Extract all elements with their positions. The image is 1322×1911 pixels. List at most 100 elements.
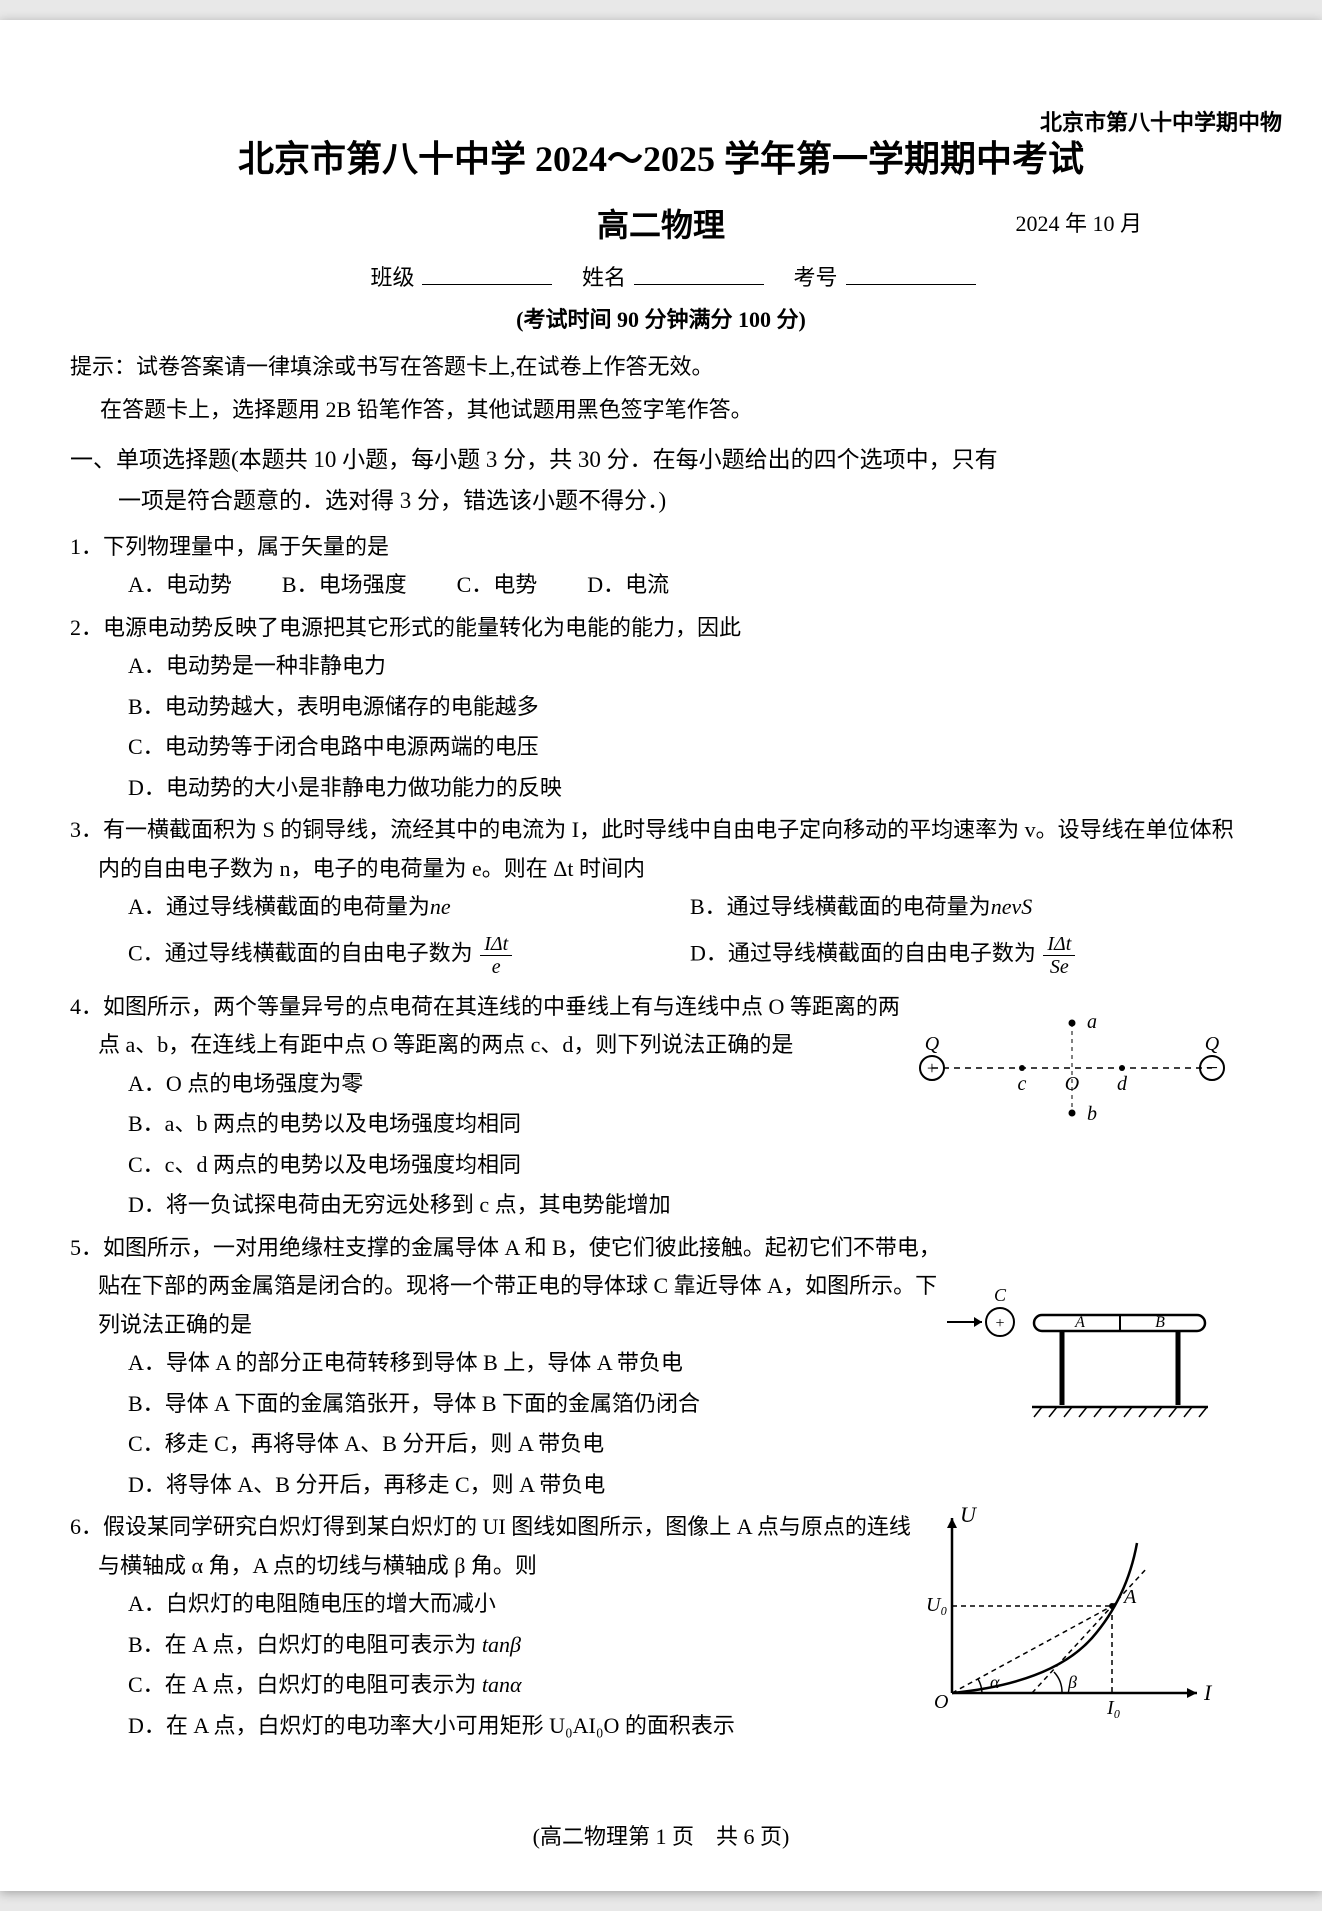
q3-b-pre: B．通过导线横截面的电荷量为	[690, 894, 991, 919]
id-label: 考号	[794, 265, 838, 290]
q6-opt-a: A．白炽灯的电阻随电压的增大而减小	[128, 1585, 932, 1624]
q6-alpha: α	[990, 1672, 1000, 1692]
q1-options: A．电动势 B．电场强度 C．电势 D．电流	[70, 566, 1252, 605]
q3-a-val: ne	[430, 894, 451, 919]
q4-plus: +	[927, 1058, 937, 1078]
q3-opt-a: A．通过导线横截面的电荷量为ne	[128, 888, 690, 927]
page-title: 北京市第八十中学 2024～2025 学年第一学期期中考试	[70, 130, 1252, 182]
q4-opt-c: C．c、d 两点的电势以及电场强度均相同	[128, 1146, 912, 1185]
question-6: 6．假设某同学研究白炽灯得到某白炽灯的 UI 图线如图所示，图像上 A 点与原点…	[70, 1508, 1252, 1745]
q5-stem: 5．如图所示，一对用绝缘柱支撑的金属导体 A 和 B，使它们彼此接触。起初它们不…	[70, 1229, 952, 1345]
q3-c-pre: C．通过导线横截面的自由电子数为	[128, 940, 473, 965]
q1-opt-b: B．电场强度	[282, 566, 407, 605]
q5-b-label: B	[1155, 1314, 1165, 1331]
name-label: 姓名	[582, 265, 626, 290]
q6-origin: O	[934, 1691, 948, 1713]
q6-opt-b: B．在 A 点，白炽灯的电阻可表示为 tanβ	[128, 1626, 932, 1665]
q5-c-label: C	[994, 1285, 1007, 1305]
exam-page: 北京市第八十中学期中物 北京市第八十中学 2024～2025 学年第一学期期中考…	[0, 20, 1322, 1891]
question-1: 1．下列物理量中，属于矢量的是 A．电动势 B．电场强度 C．电势 D．电流	[70, 528, 1252, 605]
class-label: 班级	[370, 265, 414, 290]
q4-options: A．O 点的电场强度为零 B．a、b 两点的电势以及电场强度均相同 C．c、d …	[70, 1065, 912, 1225]
q2-opt-d: D．电动势的大小是非静电力做功能力的反映	[128, 769, 1252, 808]
q5-opt-a: A．导体 A 的部分正电荷转移到导体 B 上，导体 A 带负电	[128, 1344, 952, 1383]
exam-info: (考试时间 90 分钟满分 100 分)	[70, 302, 1252, 334]
q6-opt-c: C．在 A 点，白炽灯的电阻可表示为 tanα	[128, 1666, 932, 1705]
q4-figure: + Q − Q a b c d O	[912, 1008, 1232, 1128]
q2-opt-a: A．电动势是一种非静电力	[128, 647, 1252, 686]
svg-text:+: +	[995, 1315, 1004, 1332]
section-1-heading: 一、单项选择题(本题共 10 小题，每小题 3 分，共 30 分．在每小题给出的…	[70, 439, 1252, 522]
student-fields: 班级 姓名 考号	[70, 260, 1252, 292]
q3-c-num: IΔt	[480, 933, 512, 956]
hint-1: 提示：试卷答案请一律填涂或书写在答题卡上,在试卷上作答无效。	[70, 348, 1252, 385]
q6-u-axis: U	[960, 1502, 978, 1527]
q6-i0: I₀	[1106, 1697, 1121, 1719]
q3-stem: 3．有一横截面积为 S 的铜导线，流经其中的电流为 I，此时导线中自由电子定向移…	[70, 811, 1252, 888]
exam-date: 2024 年 10 月	[1015, 206, 1142, 238]
q3-c-den: e	[488, 956, 505, 978]
subtitle-row: 高二物理 2024 年 10 月	[70, 200, 1252, 246]
q4-opt-d: D．将一负试探电荷由无穷远处移到 c 点，其电势能增加	[128, 1186, 912, 1225]
q3-c-frac: IΔt e	[480, 933, 512, 978]
q5-options: A．导体 A 的部分正电荷转移到导体 B 上，导体 A 带负电 B．导体 A 下…	[70, 1344, 952, 1504]
q1-opt-d: D．电流	[587, 566, 669, 605]
q4-d: d	[1117, 1073, 1128, 1095]
q3-opt-b: B．通过导线横截面的电荷量为nevS	[690, 888, 1252, 927]
q4-opt-b: B．a、b 两点的电势以及电场强度均相同	[128, 1105, 912, 1144]
q4-qplus: Q	[925, 1033, 940, 1055]
page-footer: (高二物理第 1 页 共 6 页)	[0, 1819, 1322, 1851]
q4-o: O	[1065, 1073, 1079, 1095]
q5-opt-d: D．将导体 A、B 分开后，再移走 C，则 A 带负电	[128, 1466, 952, 1505]
question-4: 4．如图所示，两个等量异号的点电荷在其连线的中垂线上有与连线中点 O 等距离的两…	[70, 988, 1252, 1225]
question-3: 3．有一横截面积为 S 的铜导线，流经其中的电流为 I，此时导线中自由电子定向移…	[70, 811, 1252, 984]
q6-a-point: A	[1122, 1586, 1137, 1608]
q3-opt-c: C．通过导线横截面的自由电子数为 IΔt e	[128, 933, 690, 978]
q6-b-pre: B．在 A 点，白炽灯的电阻可表示为	[128, 1632, 482, 1657]
q3-d-den: Se	[1046, 956, 1073, 978]
q3-opt-d: D．通过导线横截面的自由电子数为 IΔt Se	[690, 933, 1252, 978]
q5-a-label: A	[1074, 1314, 1085, 1331]
q6-b-val: tanβ	[482, 1632, 521, 1657]
q1-stem: 1．下列物理量中，属于矢量的是	[70, 528, 1252, 567]
id-blank	[846, 284, 976, 285]
q2-opt-c: C．电动势等于闭合电路中电源两端的电压	[128, 728, 1252, 767]
section-1-line1: 一、单项选择题(本题共 10 小题，每小题 3 分，共 30 分．在每小题给出的…	[70, 439, 1252, 480]
q5-opt-b: B．导体 A 下面的金属箔张开，导体 B 下面的金属箔仍闭合	[128, 1385, 952, 1424]
q1-opt-a: A．电动势	[128, 566, 232, 605]
q4-opt-a: A．O 点的电场强度为零	[128, 1065, 912, 1104]
q4-qminus: Q	[1205, 1033, 1220, 1055]
q3-a-pre: A．通过导线横截面的电荷量为	[128, 894, 430, 919]
q5-figure: + C A B	[942, 1287, 1222, 1427]
q6-options: A．白炽灯的电阻随电压的增大而减小 B．在 A 点，白炽灯的电阻可表示为 tan…	[70, 1585, 932, 1745]
q6-c-val: tanα	[482, 1672, 522, 1697]
q2-options: A．电动势是一种非静电力 B．电动势越大，表明电源储存的电能越多 C．电动势等于…	[70, 647, 1252, 807]
watermark: 北京市第八十中学期中物	[1040, 105, 1282, 137]
q6-beta: β	[1067, 1672, 1077, 1692]
q2-opt-b: B．电动势越大，表明电源储存的电能越多	[128, 688, 1252, 727]
q6-c-pre: C．在 A 点，白炽灯的电阻可表示为	[128, 1672, 482, 1697]
q6-opt-d: D．在 A 点，白炽灯的电功率大小可用矩形 U₀AI₀O 的面积表示	[128, 1707, 932, 1746]
q1-opt-c: C．电势	[457, 566, 538, 605]
q5-opt-c: C．移走 C，再将导体 A、B 分开后，则 A 带负电	[128, 1425, 952, 1464]
q4-stem: 4．如图所示，两个等量异号的点电荷在其连线的中垂线上有与连线中点 O 等距离的两…	[70, 988, 912, 1065]
q3-d-pre: D．通过导线横截面的自由电子数为	[690, 940, 1036, 965]
q2-stem: 2．电源电动势反映了电源把其它形式的能量转化为电能的能力，因此	[70, 609, 1252, 648]
question-5: 5．如图所示，一对用绝缘柱支撑的金属导体 A 和 B，使它们彼此接触。起初它们不…	[70, 1229, 1252, 1505]
class-blank	[422, 284, 552, 285]
q6-figure: I U O A U₀ I₀ α β	[912, 1508, 1212, 1718]
hint-2: 在答题卡上，选择题用 2B 铅笔作答，其他试题用黑色签字笔作答。	[100, 391, 1252, 428]
q6-u0: U₀	[926, 1594, 947, 1616]
name-blank	[634, 284, 764, 285]
question-2: 2．电源电动势反映了电源把其它形式的能量转化为电能的能力，因此 A．电动势是一种…	[70, 609, 1252, 808]
q3-b-val: nevS	[991, 894, 1033, 919]
q6-i-axis: I	[1203, 1680, 1213, 1705]
q4-minus: −	[1206, 1055, 1218, 1080]
q4-c: c	[1018, 1073, 1027, 1095]
section-1-line2: 一项是符合题意的．选对得 3 分，错选该小题不得分．)	[118, 480, 1252, 521]
q3-d-num: IΔt	[1043, 933, 1075, 956]
q4-b: b	[1087, 1103, 1097, 1125]
q3-d-frac: IΔt Se	[1043, 933, 1075, 978]
q3-options: A．通过导线横截面的电荷量为ne B．通过导线横截面的电荷量为nevS C．通过…	[70, 888, 1252, 984]
q6-stem: 6．假设某同学研究白炽灯得到某白炽灯的 UI 图线如图所示，图像上 A 点与原点…	[70, 1508, 932, 1585]
